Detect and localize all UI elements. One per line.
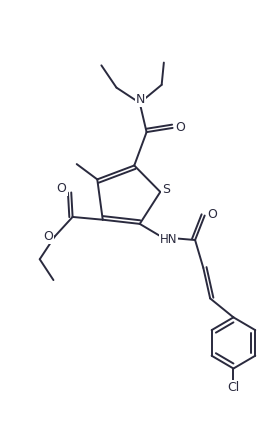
Text: O: O <box>43 231 53 243</box>
Text: O: O <box>207 208 217 221</box>
Text: HN: HN <box>159 233 177 246</box>
Text: O: O <box>175 121 185 134</box>
Text: O: O <box>57 182 67 195</box>
Text: Cl: Cl <box>227 381 239 394</box>
Text: N: N <box>136 93 145 106</box>
Text: S: S <box>162 183 170 196</box>
